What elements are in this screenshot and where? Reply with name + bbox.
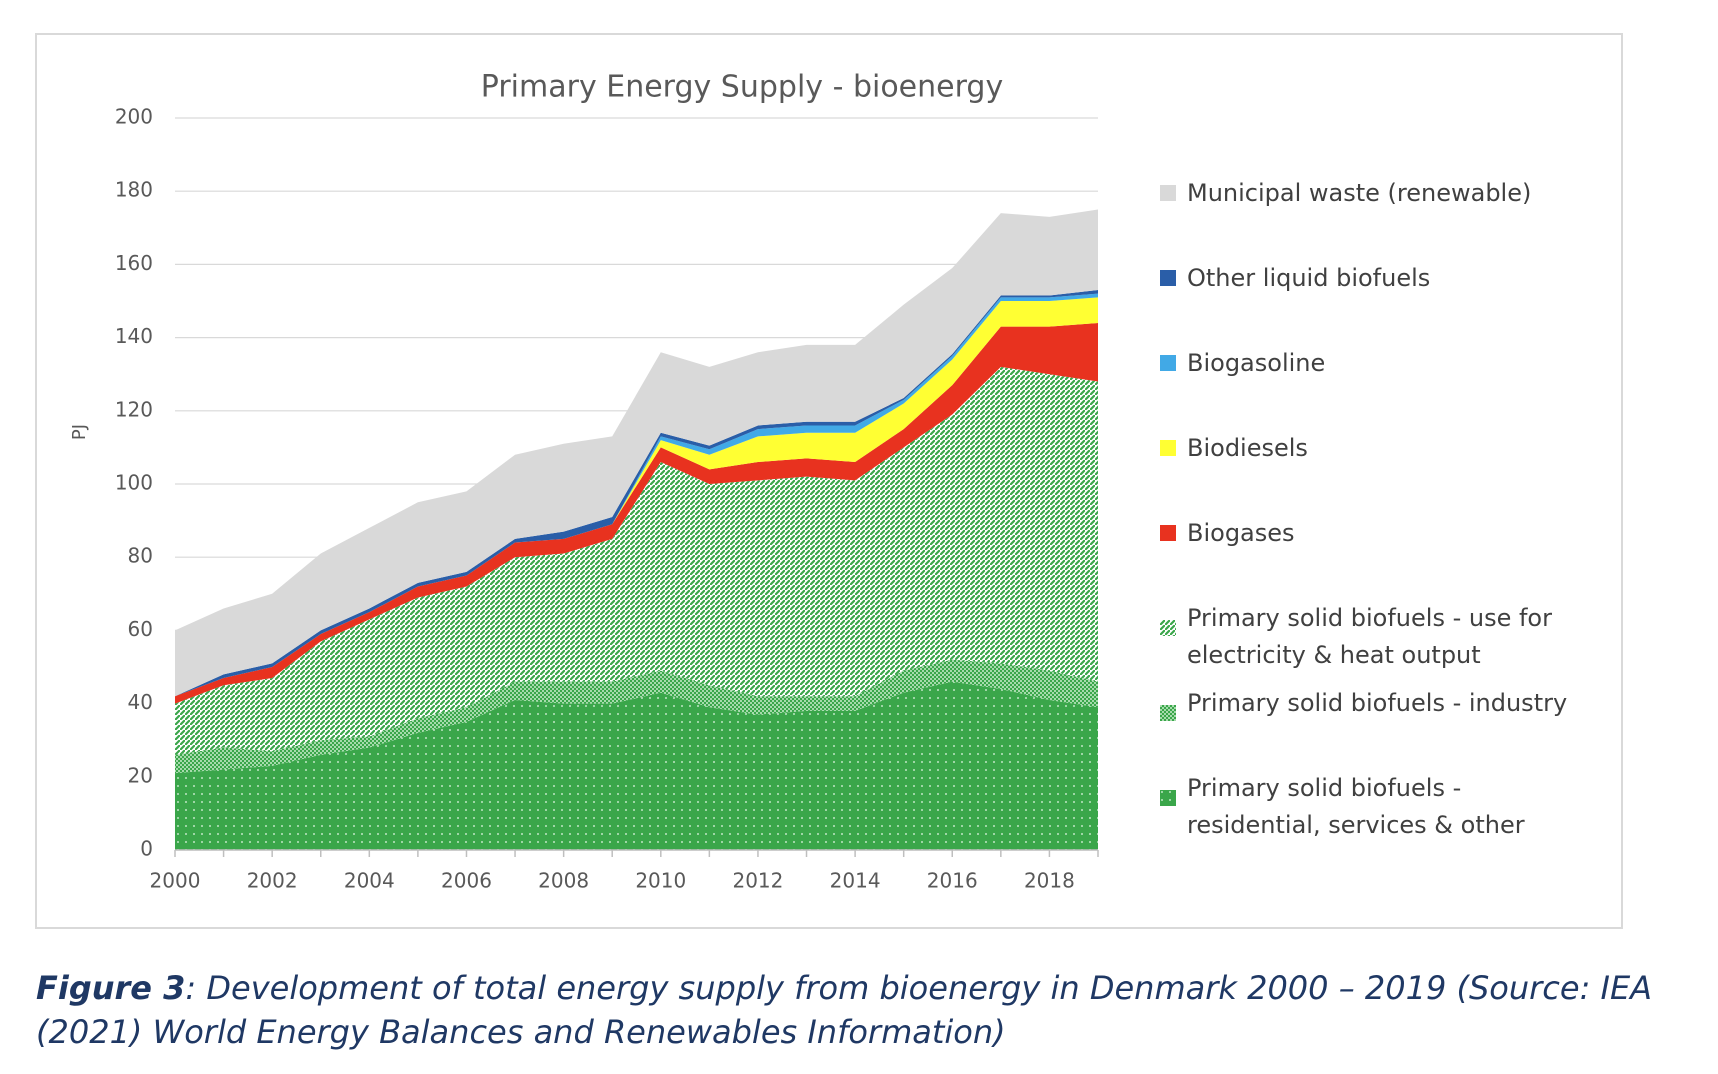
legend-swatch bbox=[1160, 355, 1176, 371]
chart-frame bbox=[35, 33, 1623, 929]
swatch-pattern bbox=[1160, 705, 1176, 721]
legend-swatch bbox=[1160, 185, 1176, 201]
y-tick-label: 180 bbox=[115, 178, 153, 202]
chart-title: Primary Energy Supply - bioenergy bbox=[481, 70, 1003, 105]
legend-label: Biogases bbox=[1187, 519, 1295, 547]
legend-label: Biodiesels bbox=[1187, 434, 1308, 462]
legend-item: Biogasoline bbox=[1160, 345, 1580, 382]
legend-item: Biodiesels bbox=[1160, 430, 1580, 467]
chart: Primary Energy Supply - bioenergy PJ 0 20… bbox=[69, 70, 1099, 893]
swatch-pattern bbox=[1160, 790, 1176, 806]
y-tick-label: 200 bbox=[115, 105, 153, 129]
x-tick-label: 2018 bbox=[1024, 869, 1075, 893]
legend-swatch bbox=[1160, 695, 1176, 721]
legend-item: Biogases bbox=[1160, 515, 1580, 552]
legend-label: Other liquid biofuels bbox=[1187, 264, 1431, 292]
swatch-pattern bbox=[1160, 620, 1176, 636]
legend-label: Municipal waste (renewable) bbox=[1187, 179, 1532, 207]
y-tick-label: 80 bbox=[128, 544, 153, 568]
legend-label: Primary solid biofuels - use for electri… bbox=[1187, 604, 1552, 669]
area bbox=[175, 322, 1098, 704]
plot-area: 0 20 40 60 80 100 120 140 160 180 200 2000 2002 2004 2… bbox=[115, 105, 1099, 893]
y-axis-label: PJ bbox=[69, 424, 90, 440]
figure-caption: Figure 3: Development of total energy su… bbox=[36, 966, 1716, 1054]
y-tick-label: 20 bbox=[128, 763, 153, 787]
legend-swatch bbox=[1160, 610, 1176, 636]
legend-label: Biogasoline bbox=[1187, 349, 1326, 377]
x-tick-label: 2012 bbox=[732, 869, 783, 893]
area bbox=[175, 209, 1098, 697]
legend-swatch bbox=[1160, 440, 1176, 456]
legend-swatch bbox=[1160, 780, 1176, 806]
legend-item: Other liquid biofuels bbox=[1160, 260, 1580, 297]
y-tick-label: 60 bbox=[128, 617, 153, 641]
caption-text: : Development of total energy supply fro… bbox=[36, 969, 1653, 1051]
y-tick-label: 0 bbox=[140, 837, 153, 861]
legend-label: Primary solid biofuels - industry bbox=[1187, 689, 1568, 717]
x-tick-label: 2016 bbox=[927, 869, 978, 893]
y-tick-label: 40 bbox=[128, 690, 153, 714]
y-tick-label: 140 bbox=[115, 324, 153, 348]
x-tick-label: 2000 bbox=[150, 869, 201, 893]
legend-swatch bbox=[1160, 525, 1176, 541]
legend-label: Primary solid biofuels - residential, se… bbox=[1187, 774, 1525, 839]
y-tick-label: 100 bbox=[115, 471, 153, 495]
areas bbox=[175, 209, 1098, 850]
legend-swatch bbox=[1160, 270, 1176, 286]
legend-item: Municipal waste (renewable) bbox=[1160, 175, 1580, 212]
x-tick-label: 2006 bbox=[441, 869, 492, 893]
legend-item: Primary solid biofuels - residential, se… bbox=[1160, 770, 1580, 844]
x-tick-label: 2010 bbox=[635, 869, 686, 893]
y-tick-label: 160 bbox=[115, 251, 153, 275]
legend-item: Primary solid biofuels - use for electri… bbox=[1160, 600, 1580, 674]
x-tick-label: 2004 bbox=[344, 869, 395, 893]
area bbox=[175, 681, 1098, 850]
legend-item: Primary solid biofuels - industry bbox=[1160, 685, 1580, 722]
x-tick-label: 2002 bbox=[247, 869, 298, 893]
area bbox=[175, 659, 1098, 774]
y-tick-label: 120 bbox=[115, 397, 153, 421]
caption-label: Figure 3 bbox=[36, 969, 186, 1007]
x-tick-label: 2014 bbox=[830, 869, 881, 893]
x-tick-label: 2008 bbox=[538, 869, 589, 893]
area bbox=[175, 366, 1098, 755]
